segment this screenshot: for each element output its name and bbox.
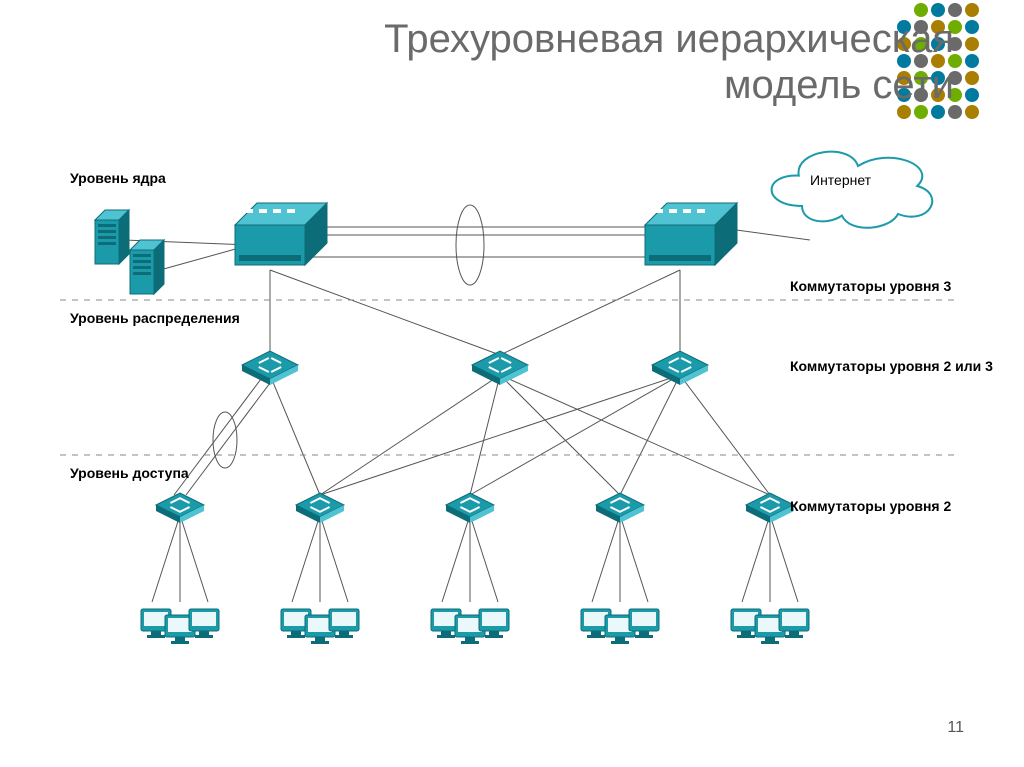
label-distribution-level: Уровень распределения — [70, 310, 240, 326]
label-core-level: Уровень ядра — [70, 170, 166, 186]
label-l2or3-switches: Коммутаторы уровня 2 или 3 — [790, 358, 993, 374]
label-l2-switches: Коммутаторы уровня 2 — [790, 498, 951, 514]
label-access-level: Уровень доступа — [70, 465, 189, 481]
network-diagram — [0, 0, 1024, 767]
label-internet: Интернет — [810, 172, 871, 188]
page-number: 11 — [947, 719, 964, 737]
label-l3-switches: Коммутаторы уровня 3 — [790, 278, 951, 294]
